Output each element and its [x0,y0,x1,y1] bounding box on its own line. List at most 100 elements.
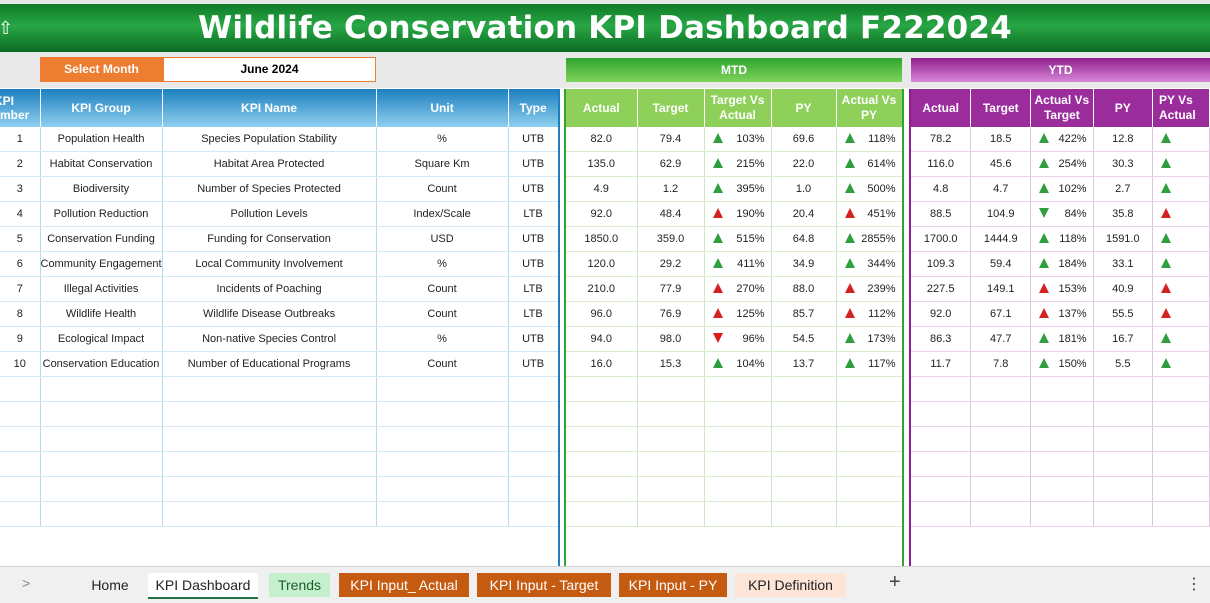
unit-cell-value: Count [427,183,457,195]
kpi-number-header-line2: Number [0,108,30,122]
empty-cell [970,426,1032,452]
empty-cell [1030,426,1094,452]
empty-cell [376,401,509,427]
col-unit: Unit [376,89,509,127]
add-sheet-icon[interactable]: + [889,571,901,593]
mtd-target-cell: 79.4 [637,127,705,152]
kpi-group-cell-value: Wildlife Health [65,308,137,320]
ytd-actual-cell: 1700.0 [911,226,972,252]
kpi-group-cell: Habitat Conservation [40,151,163,177]
tab-kpi-input-py[interactable]: KPI Input - PY [619,573,727,597]
triangle-up-icon [844,233,855,243]
ytd-actual-cell-value: 92.0 [929,308,952,320]
table-row: 92.0 67.1 137% 55.5 [911,301,1210,327]
empty-cell [911,376,972,402]
empty-cell [704,426,772,452]
unit-cell-value: Square Km [414,158,470,170]
mtd-actual-cell-value: 1850.0 [584,233,619,245]
empty-cell [1093,476,1153,502]
table-row: 5 Conservation Funding Funding for Conserv… [0,226,559,252]
ytd-actual-vs-target-cell-value: 184% [1058,258,1087,270]
unit-cell: Count [376,176,509,202]
mtd-actual-cell-value: 135.0 [587,158,616,170]
ytd-py-vs-actual-cell [1152,201,1210,227]
empty-cell [40,451,163,477]
empty-cell [40,376,163,402]
empty-cell [637,451,705,477]
kpi-number-cell: 2 [0,151,41,177]
kpi-number-cell: 5 [0,226,41,252]
table-row [566,376,903,402]
tab-home[interactable]: Home [91,577,129,593]
col-kpi-name: KPI Name [162,89,377,127]
empty-cell [0,501,41,527]
empty-cell [1152,501,1210,527]
mtd-target-vs-actual-cell: 103% [704,127,772,152]
ytd-actual-cell: 88.5 [911,201,972,227]
mtd-target-vs-actual-cell-value: 190% [736,208,765,220]
empty-cell [0,426,41,452]
ytd-py-cell: 33.1 [1093,251,1153,277]
kpi-group-cell-value: Ecological Impact [57,333,145,345]
empty-cell [508,426,559,452]
kpi-group-cell: Conservation Funding [40,226,163,252]
tab-trends[interactable]: Trends [269,573,330,597]
mtd-actual-vs-py-cell: 117% [836,351,903,377]
chevron-right-icon[interactable]: > [22,575,31,591]
empty-cell [704,476,772,502]
ytd-actual-cell: 116.0 [911,151,972,177]
kpi-name-cell-value: Number of Species Protected [197,183,341,195]
kpi-name-cell-value: Pollution Levels [230,208,308,220]
ytd-avt-line2: Target [1043,108,1080,122]
triangle-up-icon [712,208,723,218]
ytd-target-cell: 59.4 [970,251,1032,277]
triangle-up-icon [1039,358,1050,368]
ytd-target-cell: 104.9 [970,201,1032,227]
ytd-actual-vs-target-cell: 254% [1030,151,1094,177]
kpi-name-cell: Species Population Stability [162,127,377,152]
ytd-py-cell: 35.8 [1093,201,1153,227]
triangle-up-icon [1160,183,1171,193]
tab-kpi-dashboard[interactable]: KPI Dashboard [148,573,258,599]
triangle-up-icon [1039,258,1050,268]
ytd-target-cell: 67.1 [970,301,1032,327]
kpi-group-cell-value: Conservation Education [42,358,160,370]
tab-kpi-input-actual[interactable]: KPI Input_ Actual [339,573,469,597]
ytd-actual-cell-value: 227.5 [926,283,955,295]
table-row [911,451,1210,477]
kpi-group-cell-value: Biodiversity [72,183,130,195]
empty-cell [566,501,638,527]
table-row [911,426,1210,452]
empty-cell [40,401,163,427]
empty-cell [771,426,837,452]
type-cell-value: LTB [523,283,543,295]
kpi-group-cell-value: Conservation Funding [47,233,155,245]
mtd-py-cell-value: 64.8 [792,233,815,245]
empty-cell [0,451,41,477]
empty-cell [704,451,772,477]
empty-cell [704,501,772,527]
mtd-col-target: Target [637,89,705,127]
kpi-number-header-line1: KPI [0,94,15,108]
ytd-actual-cell-value: 78.2 [929,133,952,145]
mtd-py-cell: 54.5 [771,326,837,352]
select-month-dropdown[interactable]: June 2024 [163,57,376,82]
mtd-actual-vs-py-cell-value: 451% [867,208,896,220]
mtd-target-vs-actual-cell-value: 104% [736,358,765,370]
ytd-actual-vs-target-cell-value: 102% [1058,183,1087,195]
more-options-icon[interactable]: ⋮ [1186,576,1202,593]
ytd-actual-vs-target-cell: 118% [1030,226,1094,252]
ytd-py-cell-value: 35.8 [1112,208,1134,220]
tab-kpi-input-target[interactable]: KPI Input - Target [477,573,611,597]
ytd-py-vs-actual-cell [1152,301,1210,327]
tab-kpi-definition[interactable]: KPI Definition [735,573,846,597]
mtd-tva-line1: Target Vs [710,93,765,107]
mtd-target-cell: 98.0 [637,326,705,352]
mtd-target-cell-value: 62.9 [659,158,682,170]
ytd-target-cell-value: 18.5 [990,133,1012,145]
triangle-up-icon [712,358,723,368]
ytd-actual-vs-target-cell: 150% [1030,351,1094,377]
mtd-target-cell-value: 359.0 [656,233,685,245]
empty-cell [1030,501,1094,527]
ytd-actual-cell: 4.8 [911,176,972,202]
